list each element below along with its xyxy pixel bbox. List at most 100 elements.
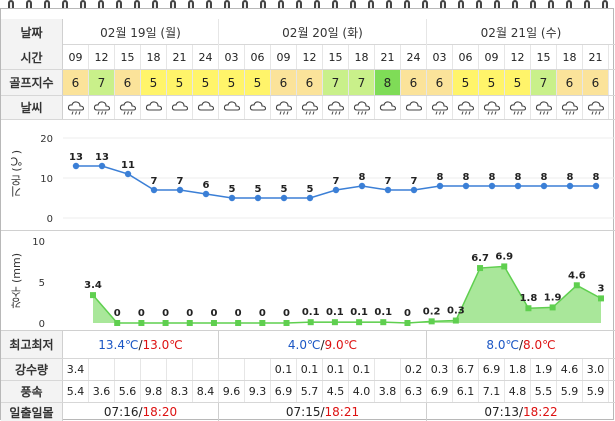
wind-cell: 8.4: [193, 381, 219, 402]
precip-cell: [115, 359, 141, 380]
weather-icon-cell: [115, 96, 141, 119]
precip-cell: 6.9: [479, 359, 505, 380]
weather-label: 날씨: [1, 96, 63, 119]
precipitation-point: [235, 320, 242, 326]
precipitation-chart: 강수 (mm) 10 5 0 3.4 0 0 0 0 0 0 0 0 0.1 0.1 0.1 0.1 0 0.2 0…: [1, 231, 615, 331]
precipitation-value-label: 1.9: [544, 292, 562, 303]
day-3-sun: 07:13/18:22: [484, 405, 558, 419]
precip-row: 강수량 3.4 0.1 0.1 0.1 0.1 0.2 0.3 6.7 6.9 1.8 1.9 4.6…: [1, 359, 615, 381]
precipitation-point: [186, 320, 193, 326]
temperature-point: [514, 182, 522, 190]
precip-cell: 4.6: [557, 359, 583, 380]
weather-row: 날씨: [1, 96, 615, 120]
golf-index-cell: 6: [583, 70, 609, 95]
temperature-point: [202, 190, 210, 198]
precipitation-point: [598, 295, 604, 302]
wind-cell: 5.6: [115, 381, 141, 402]
weather-icon-cell: [531, 96, 557, 119]
golf-index-cell: 5: [505, 70, 531, 95]
cloud-icon: [379, 100, 396, 111]
day-1-min: 13.4℃: [98, 337, 139, 352]
precip-cell: 0.3: [427, 359, 453, 380]
day-2-sunrise: 07:15: [285, 405, 321, 419]
cloud-rain-icon: [119, 100, 136, 115]
precipitation-y-tick: 5: [39, 278, 45, 289]
precipitation-point: [525, 305, 532, 312]
precip-cell: 0.1: [349, 359, 375, 380]
weather-icon-cell: [323, 96, 349, 119]
precipitation-value-label: 0: [283, 308, 290, 319]
precipitation-area: [93, 266, 601, 323]
time-cell: 06: [245, 45, 271, 69]
time-cell: 03: [219, 45, 245, 69]
day-2-sunset: 18:21: [324, 405, 360, 419]
weather-icon-cell: [219, 96, 245, 119]
time-label: 시간: [1, 45, 63, 69]
precipitation-point: [162, 320, 169, 326]
temperature-value-label: 11: [121, 160, 135, 171]
day-1-minmax: 13.4℃/13.0℃: [63, 331, 219, 358]
precipitation-point: [573, 282, 580, 289]
temperature-value-label: 7: [411, 176, 418, 187]
day-1-max: 13.0℃: [142, 337, 183, 352]
cloud-rain-icon: [509, 100, 526, 115]
precipitation-point: [210, 320, 217, 326]
precipitation-value-label: 0: [259, 308, 266, 319]
golf-index-cell: 7: [323, 70, 349, 95]
golf-index-cell: 7: [531, 70, 557, 95]
sun-row: 일출일몰 07:16/18:20 07:15/18:21 07:13/18:22: [1, 403, 615, 421]
precip-cell: 0.1: [271, 359, 297, 380]
precipitation-value-label: 0: [114, 308, 121, 319]
golf-label: 골프지수: [1, 70, 63, 95]
time-cell: 09: [271, 45, 297, 69]
wind-cell: 7.1: [479, 381, 505, 402]
golf-index-cell: 6: [297, 70, 323, 95]
temperature-value-label: 8: [437, 172, 444, 183]
cloud-rain-icon: [327, 100, 344, 115]
precipitation-y-tick: 10: [32, 237, 45, 248]
precip-cell: [89, 359, 115, 380]
temperature-point: [540, 182, 548, 190]
temperature-value-label: 8: [541, 172, 548, 183]
golf-index-cell: 5: [193, 70, 219, 95]
forecast-table: 날짜 02월 19일 (월) 02월 20일 (화) 02월 21일 (수) 시…: [0, 8, 615, 421]
golf-index-cell: 8: [375, 70, 401, 95]
temperature-point: [410, 186, 418, 194]
temperature-y-tick: 20: [40, 134, 53, 145]
precip-cell: 0.1: [323, 359, 349, 380]
time-cell: 09: [63, 45, 89, 69]
precip-cell: 0.2: [401, 359, 427, 380]
temperature-point: [280, 194, 288, 202]
temperature-point: [462, 182, 470, 190]
precipitation-value-label: 1.8: [520, 293, 538, 304]
cloud-icon: [197, 100, 214, 111]
temperature-value-label: 8: [593, 172, 600, 183]
precipitation-point: [549, 304, 556, 311]
precipitation-point: [307, 319, 314, 326]
temperature-plot: 20 10 0 13 13 11 7 7 6 5 5 5 5 7 8 7 7 8 8 8 8 8 8 8: [40, 134, 615, 225]
day-3-header: 02월 21일 (수): [480, 25, 562, 40]
precipitation-value-label: 6.9: [495, 251, 513, 262]
weather-icon-cell: [63, 96, 89, 119]
precipitation-point: [477, 265, 484, 272]
golf-index-cell: 6: [271, 70, 297, 95]
precipitation-point: [356, 319, 363, 326]
precipitation-value-label: 0: [138, 308, 145, 319]
wind-cell: 3.8: [375, 381, 401, 402]
cloud-rain-icon: [301, 100, 318, 115]
temperature-point: [306, 194, 314, 202]
cloud-icon: [405, 100, 422, 111]
time-cell: 18: [141, 45, 167, 69]
temperature-point: [228, 194, 236, 202]
wind-cell: 6.9: [427, 381, 453, 402]
temperature-point: [124, 170, 132, 178]
temperature-value-label: 5: [255, 184, 262, 195]
cloud-icon: [223, 100, 240, 111]
precip-cell: 6.7: [453, 359, 479, 380]
time-cell: 06: [453, 45, 479, 69]
cloud-icon: [145, 100, 162, 111]
golf-index-cell: 5: [245, 70, 271, 95]
temperature-point: [436, 182, 444, 190]
golf-index-cell: 5: [141, 70, 167, 95]
time-cell: 12: [89, 45, 115, 69]
